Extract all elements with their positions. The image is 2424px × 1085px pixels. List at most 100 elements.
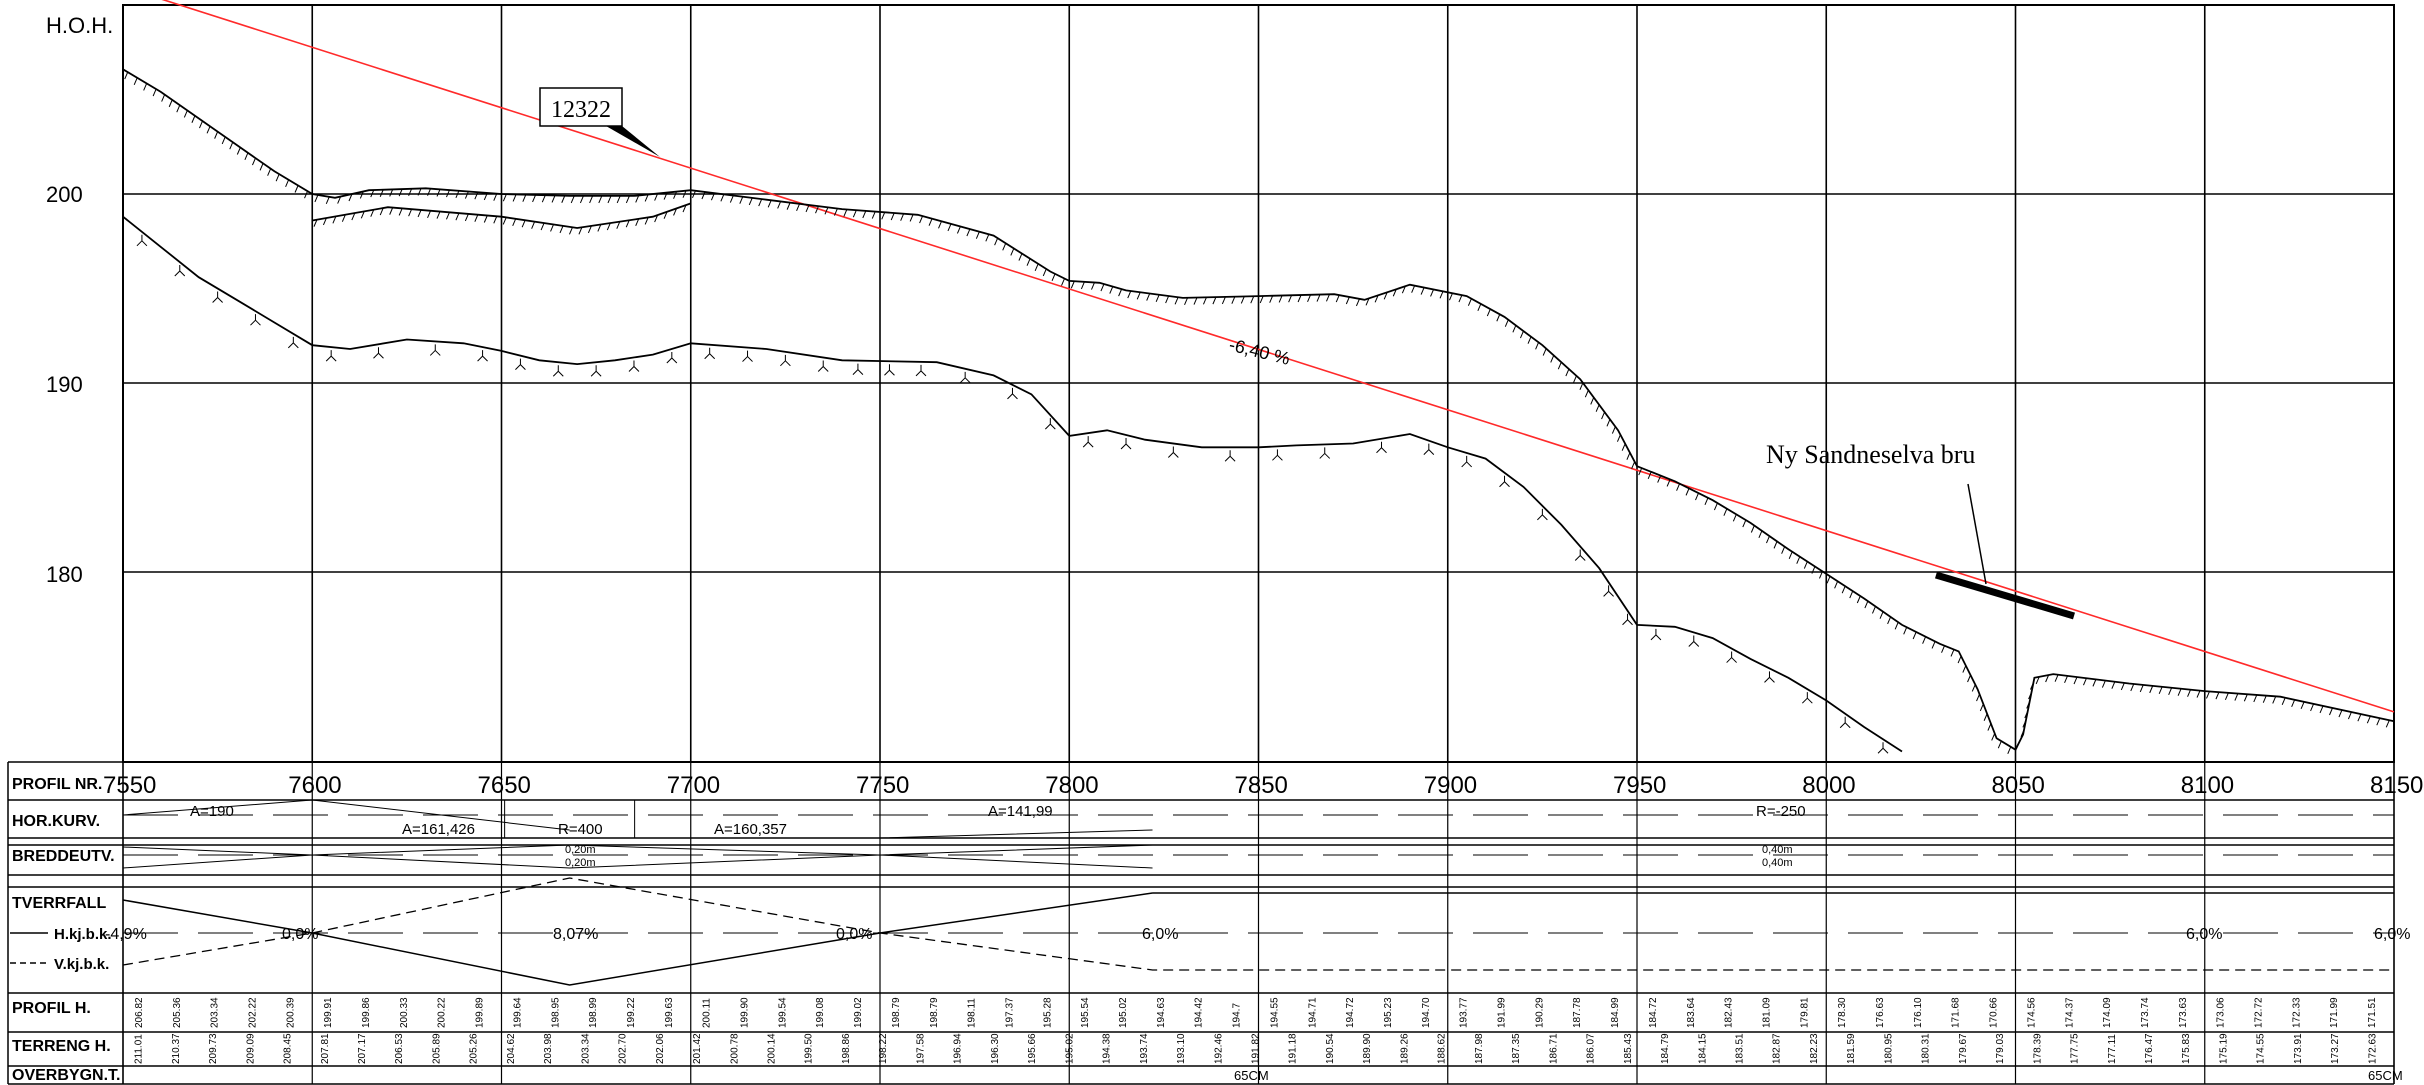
upper-hatching <box>124 71 2390 755</box>
station-tick: 7950 <box>1613 772 1666 799</box>
hatch-tick <box>2007 746 2012 755</box>
hatch-tick <box>1355 298 1360 307</box>
station-tick: 8050 <box>1992 772 2045 799</box>
terrain-upper-line <box>122 68 2395 751</box>
terreng-h-value: 197.58 <box>915 1033 926 1064</box>
row-label-breddeutv: BREDDEUTV. <box>12 848 115 865</box>
hatch-tick <box>259 163 264 171</box>
hatch-tick <box>578 227 583 235</box>
hatch-tick <box>561 195 566 203</box>
terreng-h-value: 191.82 <box>1251 1033 1262 1064</box>
vkj-line <box>122 877 2394 971</box>
hatch-tick <box>483 215 488 223</box>
hatch-tick <box>1512 325 1517 333</box>
hatch-tick <box>1616 434 1621 442</box>
terreng-h-value: 185.43 <box>1623 1033 1634 1064</box>
profil-h-value: 173.74 <box>2140 997 2151 1028</box>
hatch-tick <box>2139 684 2144 693</box>
hatch-tick <box>1803 561 1808 569</box>
hatch-tick <box>313 219 318 227</box>
hatch-tick <box>206 126 211 134</box>
terreng-h-value: 205.89 <box>431 1033 442 1064</box>
hatch-tick <box>710 192 715 201</box>
hatch-tick <box>1676 483 1681 491</box>
hatch-tick <box>540 222 545 231</box>
hatch-tick <box>1430 289 1435 297</box>
terreng-h-value: 176.47 <box>2144 1033 2155 1064</box>
hatch-mark <box>287 336 299 349</box>
hatch-tick <box>654 214 659 223</box>
hatch-tick <box>881 212 886 220</box>
profil-h-value: 176.63 <box>1875 997 1886 1028</box>
hatch-tick <box>512 218 517 227</box>
hatch-tick <box>191 115 196 123</box>
hatch-tick <box>796 203 801 212</box>
tverrfall-7: 6,0% <box>2374 926 2410 943</box>
hatch-tick <box>559 225 564 234</box>
hatch-tick <box>1212 296 1217 305</box>
hatch-tick <box>398 188 403 197</box>
hatch-tick <box>2357 713 2362 722</box>
hatch-tick <box>739 196 744 204</box>
profil-h-value: 184.99 <box>1610 997 1621 1028</box>
profil-h-value: 172.72 <box>2254 997 2265 1028</box>
hatch-tick <box>2158 686 2163 695</box>
terreng-h-value: 184.79 <box>1660 1033 1671 1064</box>
hatch-tick <box>1401 286 1406 294</box>
row-label-terreng-h: TERRENG H. <box>12 1038 111 1055</box>
hatch-tick <box>1565 368 1570 377</box>
grade-label: -6,40 % <box>1227 334 1292 368</box>
hatch-tick <box>359 191 364 199</box>
terreng-h-value: 186.71 <box>1548 1033 1559 1064</box>
hatch-tick <box>183 110 188 118</box>
hor-kurv-a141: A=141,99 <box>988 803 1053 820</box>
hatch-mark <box>817 360 829 372</box>
hatch-tick <box>1392 289 1397 297</box>
hatch-tick <box>1165 295 1170 304</box>
profil-h-value: 179.81 <box>1799 997 1810 1028</box>
hatch-tick <box>579 195 584 204</box>
hatch-tick <box>2224 692 2229 701</box>
terreng-h-value: 177.75 <box>2070 1033 2081 1064</box>
terreng-h-value: 178.39 <box>2032 1033 2043 1064</box>
station-tick: 8000 <box>1802 772 1855 799</box>
hatch-tick <box>729 195 734 203</box>
hatch-tick <box>360 211 365 219</box>
hatch-mark <box>1537 508 1548 521</box>
profil-h-value: 171.51 <box>2367 997 2378 1028</box>
hatch-tick <box>493 216 498 224</box>
hatch-mark <box>1839 716 1851 729</box>
terreng-h-value: 174.55 <box>2256 1033 2267 1064</box>
hatch-tick <box>852 209 857 218</box>
breddeutv-4: 0,40m <box>1762 857 1793 869</box>
terreng-h-value: 182.87 <box>1772 1033 1783 1064</box>
hatch-tick <box>919 215 924 224</box>
hatch-tick <box>625 195 630 204</box>
design-grade-line <box>161 0 2395 713</box>
profil-h-value: 173.06 <box>2216 997 2227 1028</box>
hatch-tick <box>1010 248 1015 256</box>
hatch-tick <box>1542 348 1547 356</box>
hatch-tick <box>221 136 226 145</box>
row-label-profil-h: PROFIL H. <box>12 1000 91 1017</box>
hatch-mark <box>1082 436 1094 448</box>
hatch-tick <box>589 195 594 204</box>
terreng-h-value: 207.81 <box>320 1033 331 1064</box>
hatch-tick <box>2083 677 2087 686</box>
overbygn-1: 65CM <box>1234 1068 1269 1083</box>
hatch-tick <box>1118 288 1123 297</box>
hatch-tick <box>2045 674 2050 683</box>
hatch-mark <box>250 314 261 326</box>
hatch-mark <box>1603 585 1614 597</box>
hatch-tick <box>1250 295 1255 304</box>
band-value-labels: 206.82 205.36 203.34 202.22 200.39 199.91 199.… <box>134 997 2379 1064</box>
hatch-tick <box>1070 281 1075 289</box>
hatch-tick <box>758 198 763 207</box>
hatch-tick <box>1504 319 1509 327</box>
hatch-tick <box>1221 296 1226 305</box>
hatch-tick <box>1259 295 1264 304</box>
profil-h-value: 199.63 <box>664 997 675 1028</box>
hatch-mark <box>704 347 716 360</box>
hatch-mark <box>552 365 564 377</box>
hatch-tick <box>2338 709 2343 718</box>
